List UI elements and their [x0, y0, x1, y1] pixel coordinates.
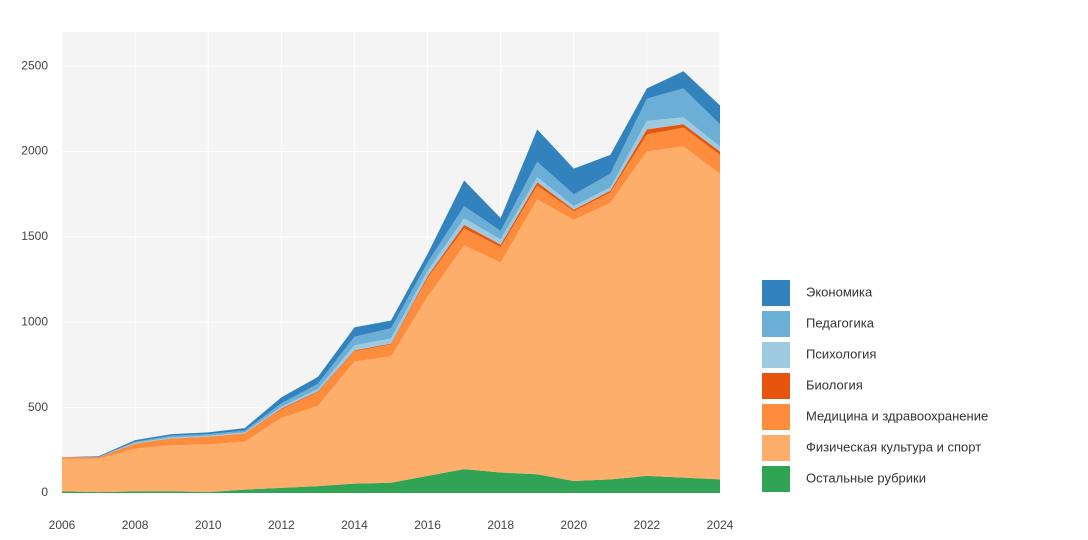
area	[62, 71, 720, 458]
legend-swatch	[762, 311, 790, 337]
x-tick-label: 2014	[341, 518, 368, 532]
x-tick-label: 2020	[560, 518, 587, 532]
x-tick-label: 2016	[414, 518, 441, 532]
legend-swatch	[762, 435, 790, 461]
y-tick-label: 1000	[21, 314, 48, 328]
x-tick-label: 2012	[268, 518, 295, 532]
x-tick-label: 2006	[49, 518, 76, 532]
y-tick-label: 500	[28, 400, 48, 414]
y-tick-label: 1500	[21, 229, 48, 243]
area	[62, 146, 720, 493]
legend-swatch	[762, 342, 790, 368]
area	[62, 88, 720, 458]
area	[62, 469, 720, 493]
legend-label: Биология	[806, 377, 863, 392]
x-tick-label: 2022	[634, 518, 661, 532]
y-tick-label: 0	[41, 485, 48, 499]
legend-label: Медицина и здравоохранение	[806, 408, 988, 423]
legend-label: Психология	[806, 346, 876, 361]
legend-label: Педагогика	[806, 315, 875, 330]
legend-swatch	[762, 466, 790, 492]
legend-label: Экономика	[806, 284, 873, 299]
x-tick-label: 2008	[122, 518, 149, 532]
x-tick-label: 2010	[195, 518, 222, 532]
y-tick-label: 2000	[21, 144, 48, 158]
legend-swatch	[762, 280, 790, 306]
legend-swatch	[762, 404, 790, 430]
legend-swatch	[762, 373, 790, 399]
y-tick-label: 2500	[21, 58, 48, 72]
legend-label: Остальные рубрики	[806, 470, 926, 485]
legend-label: Физическая культура и спорт	[806, 439, 981, 454]
x-tick-label: 2018	[487, 518, 514, 532]
x-tick-label: 2024	[707, 518, 734, 532]
